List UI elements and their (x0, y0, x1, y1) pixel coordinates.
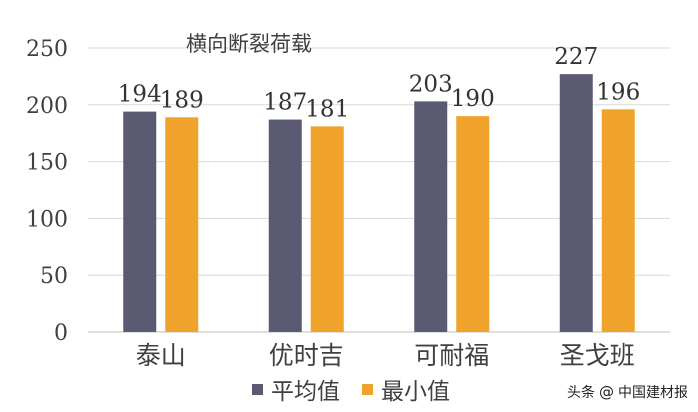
y-tick-label: 0 (54, 321, 68, 346)
data-label: 203 (409, 71, 453, 97)
watermark-at: @ (599, 383, 614, 401)
legend-label-series-1: 最小值 (381, 379, 450, 405)
data-label: 227 (554, 44, 598, 70)
bar-0-3 (559, 74, 593, 333)
bar-1-2 (456, 116, 490, 332)
legend-label-series-0: 平均值 (271, 379, 340, 405)
x-tick-label: 泰山 (136, 341, 186, 370)
y-tick-label: 50 (40, 264, 68, 289)
data-label: 187 (263, 90, 307, 116)
x-tick-label: 圣戈班 (560, 341, 635, 370)
bar-0-1 (268, 119, 302, 333)
y-tick-label: 100 (26, 207, 68, 232)
bar-0-2 (414, 101, 448, 332)
data-label: 194 (118, 82, 162, 108)
y-tick-label: 250 (26, 37, 68, 62)
legend-item-series-0: 平均值 (252, 372, 340, 406)
x-tick-label: 优时吉 (269, 341, 344, 370)
watermark: 头条 @ 中国建材报 (567, 382, 688, 402)
watermark-account: 中国建材报 (618, 385, 688, 401)
bar-1-3 (601, 109, 635, 333)
x-tick-label: 可耐福 (414, 341, 489, 370)
chart-title: 横向断裂荷载 (186, 32, 312, 56)
legend: 平均值 最小值 (252, 372, 464, 406)
legend-item-series-1: 最小值 (362, 372, 450, 406)
bar-0-0 (123, 111, 157, 332)
watermark-prefix: 头条 (567, 385, 595, 401)
data-label: 181 (305, 96, 349, 122)
data-label: 196 (596, 79, 640, 105)
data-label: 190 (451, 86, 495, 112)
y-tick-label: 200 (26, 94, 68, 119)
bar-1-0 (165, 117, 199, 333)
data-label: 189 (160, 87, 204, 113)
y-tick-label: 150 (26, 151, 68, 176)
legend-swatch-series-1 (362, 383, 373, 395)
bar-1-1 (310, 126, 344, 332)
legend-swatch-series-0 (252, 383, 263, 395)
